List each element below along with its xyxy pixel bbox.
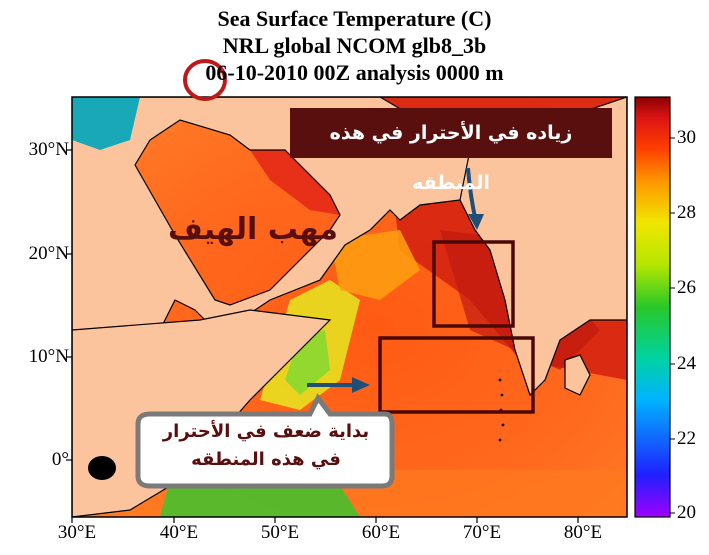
x-tick-label: 80°E — [563, 522, 603, 543]
colorbar — [634, 96, 671, 518]
haboob-wind-label: مهب الهيف — [168, 212, 338, 247]
x-tick-label: 60°E — [361, 522, 401, 543]
mediterranean-overlay — [72, 97, 140, 150]
map-title-line2: NRL global NCOM glb8_3b — [222, 33, 487, 58]
y-tick-label: 20°N — [28, 243, 69, 264]
x-tick-label: 50°E — [260, 522, 300, 543]
colorbar-tick-label: 24 — [677, 353, 696, 374]
y-tick-label: 30°N — [28, 139, 69, 160]
x-tick-label: 40°E — [159, 522, 199, 543]
callout-bubble — [135, 393, 395, 489]
land-india — [459, 97, 627, 397]
warming-box-south — [378, 336, 535, 414]
date-highlight-circle — [183, 59, 227, 101]
upwelling-plume — [330, 230, 420, 300]
bubble-text: بداية ضعف في الأحترار في هذه المنطقه — [146, 418, 386, 474]
warming-increase-callout: زياده في الأحترار في هذه المنطقه — [290, 108, 612, 194]
colorbar-tick-label: 20 — [677, 502, 696, 523]
x-tick-label: 70°E — [462, 522, 502, 543]
map-title-line1: Sea Surface Temperature (C) — [217, 6, 492, 31]
colorbar-tick-label: 28 — [677, 202, 696, 223]
x-tick-label: 30°E — [57, 522, 97, 543]
colorbar-tick-label: 22 — [677, 428, 696, 449]
colorbar-tick-label: 26 — [677, 277, 696, 298]
warming-box-north — [432, 240, 515, 328]
colorbar-ticks — [670, 137, 675, 514]
land-sri-lanka — [564, 354, 591, 396]
bubble-line1: بداية ضعف في الأحترار — [162, 421, 370, 442]
colorbar-tick-label: 30 — [677, 127, 696, 148]
plot-frame — [71, 96, 628, 518]
maldives-islands — [498, 378, 505, 442]
lake-victoria — [88, 456, 116, 480]
y-tick-label: 10°N — [28, 346, 69, 367]
bubble-line2: في هذه المنطقه — [191, 449, 341, 470]
y-tick-label: 0° — [51, 449, 69, 470]
map-title-line3: 06-10-2010 00Z analysis 0000 m — [205, 60, 504, 85]
persian-gulf — [250, 150, 340, 215]
axis-tick-marks — [66, 149, 579, 523]
arrow-icon — [307, 167, 484, 393]
